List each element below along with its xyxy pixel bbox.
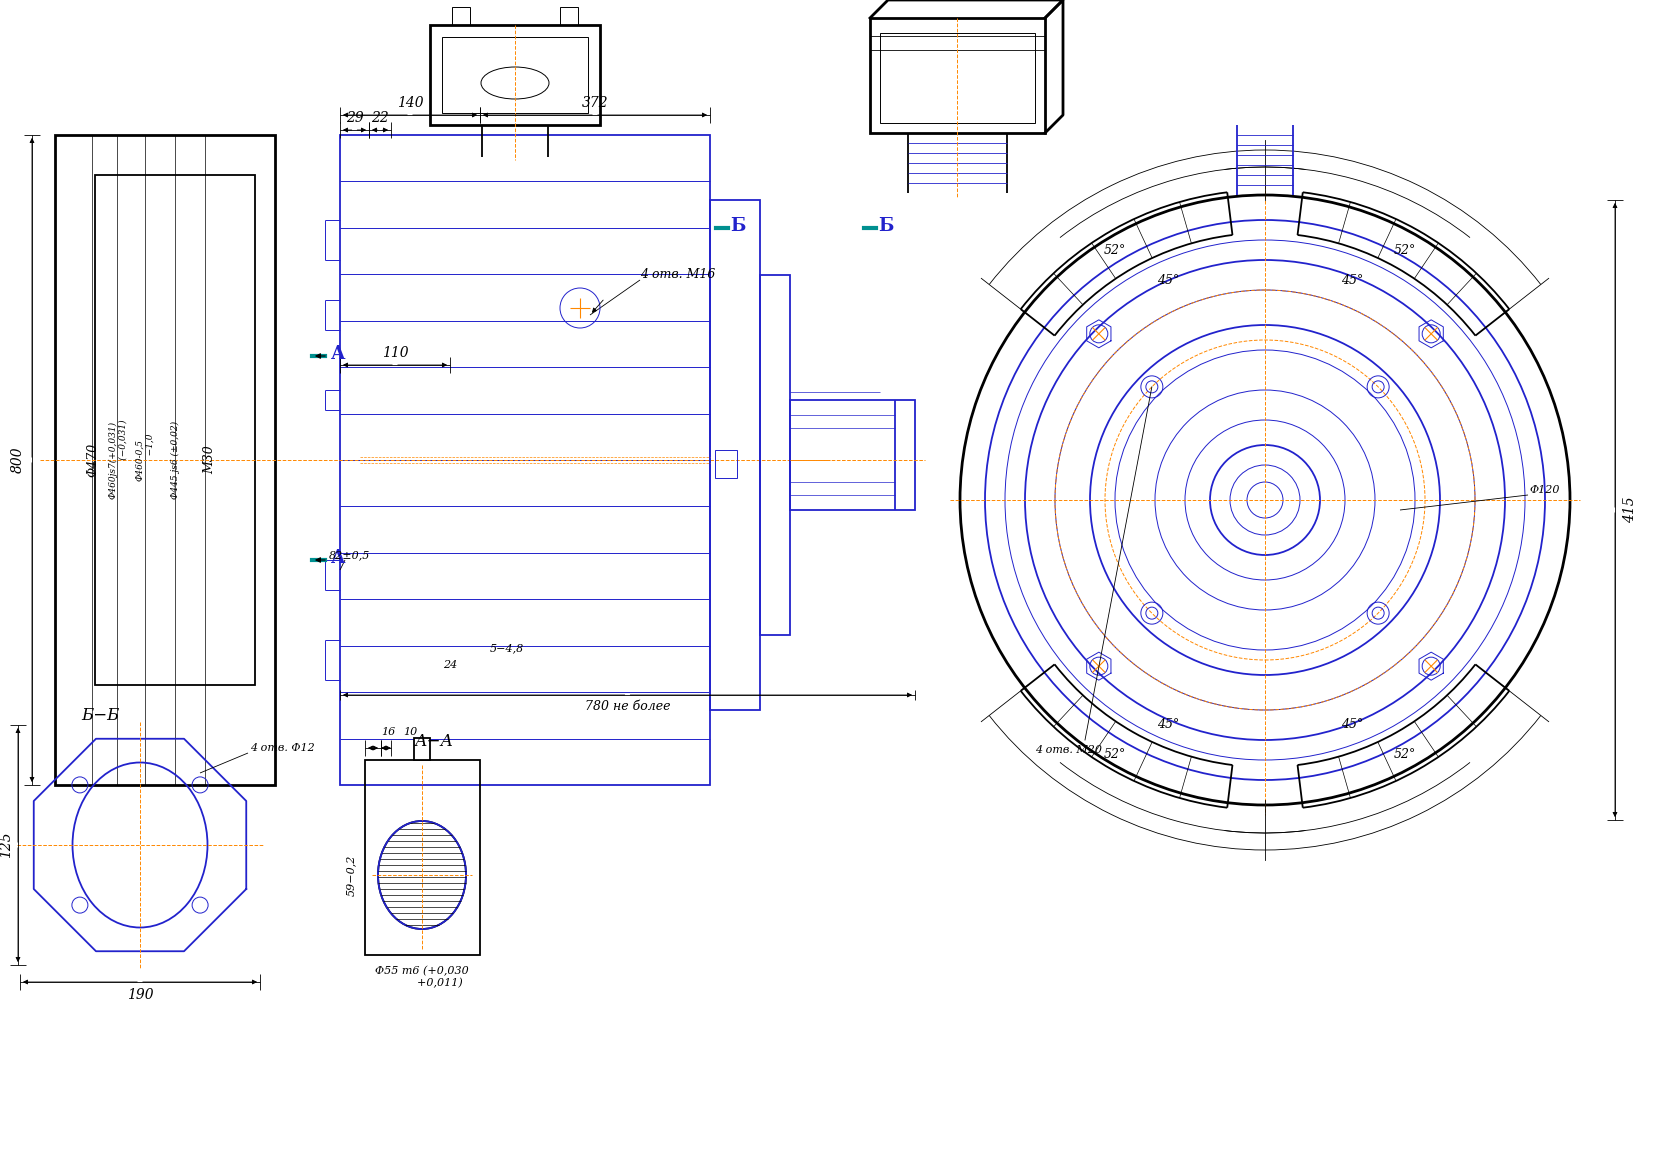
Text: 4 отв. М20: 4 отв. М20 [1035, 745, 1102, 755]
Text: Б−Б: Б−Б [81, 708, 119, 724]
Text: 24: 24 [444, 660, 457, 670]
Text: 190: 190 [126, 987, 153, 1002]
Text: 415: 415 [1623, 497, 1636, 523]
Bar [365, 760, 480, 955]
Text: 52°: 52° [1104, 749, 1126, 762]
Bar [96, 176, 255, 684]
Bar [870, 18, 1045, 133]
Text: А−А: А−А [415, 734, 455, 750]
Bar [430, 25, 600, 125]
Text: Б: Б [879, 216, 894, 235]
Text: 52°: 52° [1394, 749, 1416, 762]
Text: Φ120: Φ120 [1530, 486, 1561, 495]
Bar [559, 7, 578, 25]
Bar [759, 275, 790, 635]
Text: 800: 800 [12, 447, 25, 474]
Text: 125: 125 [0, 832, 13, 859]
Text: 4 отв. Φ12: 4 отв. Φ12 [250, 743, 314, 753]
Text: 22: 22 [371, 111, 388, 125]
Text: 52°: 52° [1104, 243, 1126, 256]
Text: 45°: 45° [1341, 274, 1362, 287]
Text: Φ470: Φ470 [86, 443, 99, 477]
Bar [716, 450, 738, 479]
Text: Φ55 m6 (+0,030
          +0,011): Φ55 m6 (+0,030 +0,011) [375, 965, 469, 989]
Bar [339, 135, 711, 785]
Text: 52°: 52° [1394, 243, 1416, 256]
Text: 59−0,2: 59−0,2 [346, 854, 356, 896]
Text: А: А [331, 345, 346, 363]
Bar [790, 400, 916, 510]
Text: Φ460-0,5
           −1,0: Φ460-0,5 −1,0 [136, 433, 155, 487]
Text: 45°: 45° [1158, 274, 1179, 287]
Text: 4 отв. М16: 4 отв. М16 [640, 268, 716, 282]
Bar [880, 33, 1035, 123]
Text: 45°: 45° [1158, 718, 1179, 731]
Text: 45°: 45° [1341, 718, 1362, 731]
Text: 110: 110 [381, 346, 408, 360]
Text: Б: Б [731, 216, 746, 235]
Text: 82±0,5: 82±0,5 [329, 550, 371, 560]
Text: 29: 29 [346, 111, 363, 125]
Text: 10: 10 [403, 727, 417, 737]
Text: Φ460js7(+0,031)
              (−0,031): Φ460js7(+0,031) (−0,031) [108, 420, 128, 501]
Bar [711, 200, 759, 710]
Text: 372: 372 [581, 96, 608, 110]
Text: Φ445 js6 (±0,02): Φ445 js6 (±0,02) [170, 421, 180, 500]
Text: 16: 16 [381, 727, 395, 737]
Text: А: А [331, 549, 346, 567]
Text: 5−4,8: 5−4,8 [491, 644, 524, 653]
Text: 140: 140 [396, 96, 423, 110]
Bar [55, 135, 276, 785]
Bar [442, 37, 588, 113]
Bar [413, 738, 430, 760]
Text: M30: M30 [203, 446, 217, 474]
Text: 780 не более: 780 не более [585, 701, 670, 714]
Bar [452, 7, 470, 25]
